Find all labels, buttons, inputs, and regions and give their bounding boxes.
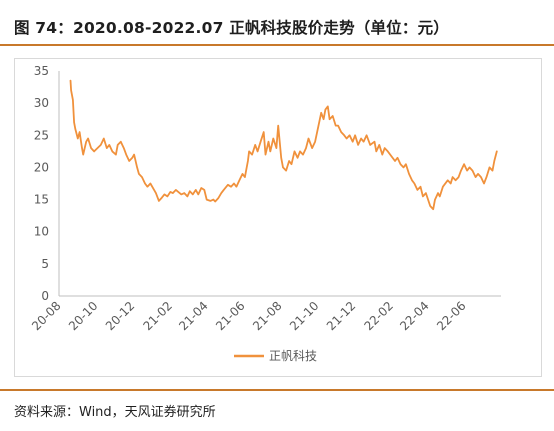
source-note: 资料来源：Wind，天风证券研究所 [14,405,216,420]
y-tick-label: 35 [34,64,49,78]
x-axis-ticks: 20-08 20-10 20-12 21-02 21-04 21-06 21-08 21-10… [29,299,469,334]
legend-label: 正帆科技 [269,348,317,363]
x-tick-label: 20-08 [29,299,64,334]
x-tick-label: 20-10 [66,299,101,334]
title-rule [0,44,554,46]
chart-legend: 正帆科技 [234,348,317,363]
chart-box: 0 5 10 15 20 25 30 35 20-08 20-10 20-12 21-02 21-04… [14,58,542,377]
figure-title: 图 74：2020.08-2022.07 正帆科技股价走势（单位：元） [14,19,449,37]
y-tick-label: 25 [34,128,49,142]
x-tick-label: 21-06 [213,299,248,334]
series-line-正帆科技 [69,79,498,211]
bottom-rule [0,389,554,391]
x-tick-label: 22-04 [397,299,432,334]
stock-price-line-chart: 0 5 10 15 20 25 30 35 20-08 20-10 20-12 21-02 21-04… [29,64,501,363]
x-tick-label: 21-10 [287,299,322,334]
x-tick-label: 22-06 [434,299,469,334]
y-tick-label: 30 [34,96,49,110]
x-tick-label: 21-02 [140,299,175,334]
x-tick-label: 22-02 [361,299,396,334]
y-axis-ticks: 0 5 10 15 20 25 30 35 [34,64,49,303]
x-tick-label: 20-12 [103,299,138,334]
y-tick-label: 20 [34,160,49,174]
x-tick-label: 21-04 [176,299,211,334]
y-tick-label: 0 [41,289,49,303]
y-tick-label: 5 [41,257,49,271]
y-tick-label: 10 [34,225,49,239]
x-tick-label: 21-08 [250,299,285,334]
y-tick-label: 15 [34,193,49,207]
x-tick-label: 21-12 [324,299,359,334]
